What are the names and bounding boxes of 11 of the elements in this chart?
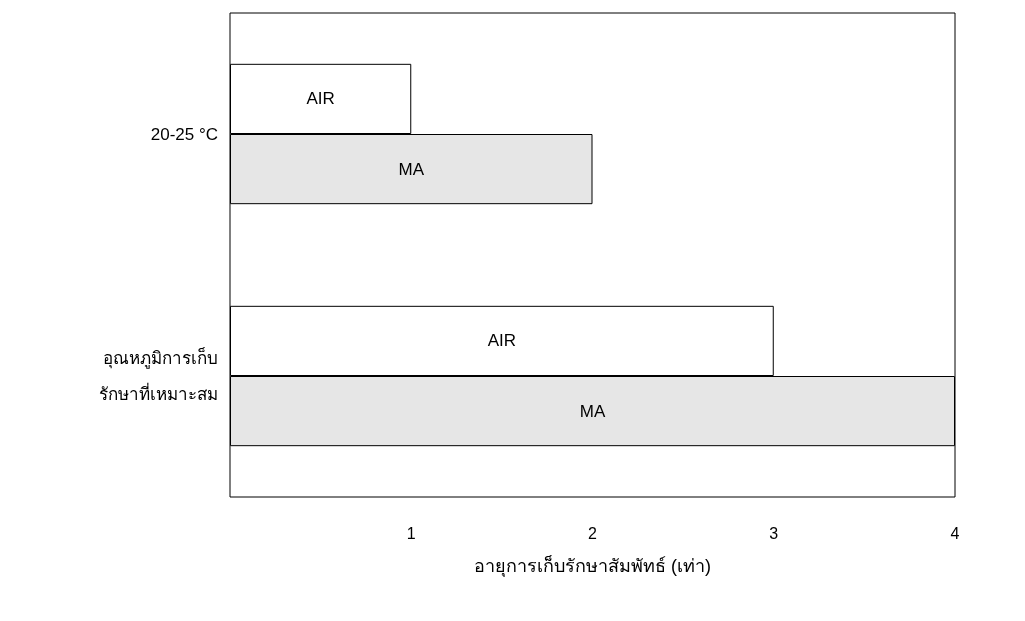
x-tick-label: 2 (588, 524, 598, 542)
text: MA (398, 159, 424, 179)
y-tick-label: 20-25 °C (150, 124, 218, 144)
x-axis-title: อายุการเก็บรักษาสัมพัทธ์ (เท่า) (474, 554, 711, 577)
series-label: MA (579, 401, 606, 421)
text: AIR (306, 89, 335, 109)
x-tick-label: 4 (950, 524, 960, 542)
x-tick-label: 3 (769, 524, 779, 542)
x-tick-label: 1 (406, 524, 416, 542)
y-tick-label: อุณหภูมิการเก็บ รักษาที่เหมาะสม (99, 346, 218, 404)
series-label: AIR (487, 331, 517, 351)
